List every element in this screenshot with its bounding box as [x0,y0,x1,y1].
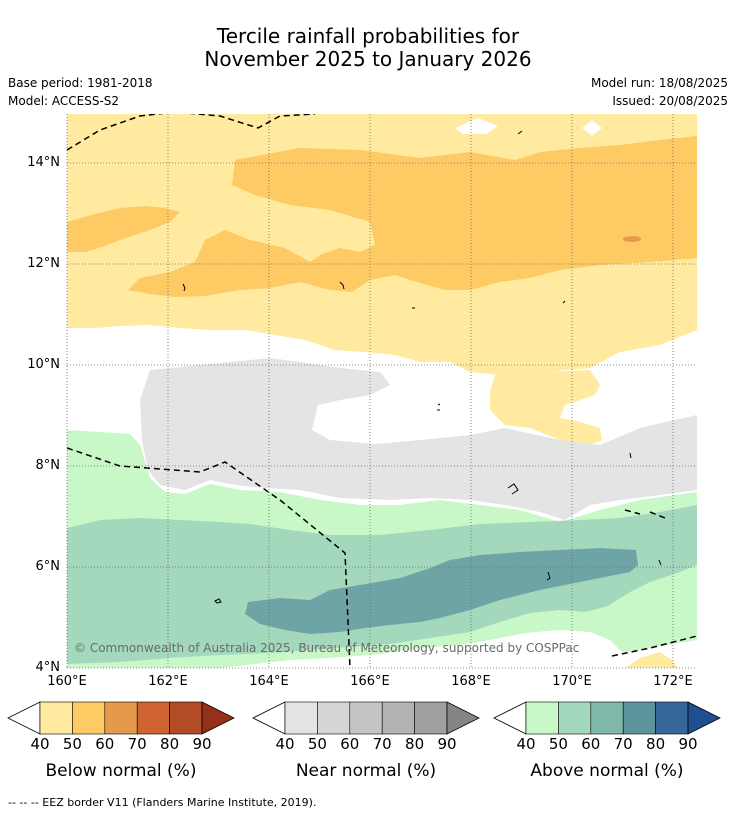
island-markers [182,130,662,604]
below-normal-50-band [128,136,697,297]
above-tick-label: 70 [613,735,633,753]
below-normal-40-lobe [490,370,602,445]
below-normal-50-west [67,206,180,252]
below-segment-70 [136,701,170,735]
below-high-arrow [201,701,235,735]
below-segment-40 [39,701,73,735]
near-low-arrow [252,701,286,735]
near-segment-60 [349,701,383,735]
above-segment-50 [558,701,592,735]
near-tick-label: 60 [340,735,360,753]
chart-title-line2: November 2025 to January 2026 [204,47,532,71]
near-normal-40-region [140,358,697,520]
colorbar-title-near: Near normal (%) [295,761,437,781]
model-name: Model: ACCESS-S2 [8,94,120,108]
white-gap-north [455,118,498,134]
colorbar-title-below: Below normal (%) [45,761,197,781]
near-segment-80 [414,701,448,735]
near-tick-label: 80 [405,735,425,753]
near-tick-label: 70 [372,735,392,753]
lon-label-166e: 166°E [350,674,390,689]
colorbar-below-normal [7,701,235,735]
eez-footnote: -- -- -- EEZ border V11 (Flanders Marine… [8,796,317,809]
lat-label-4n: 4°N [35,660,61,675]
above-segment-70 [622,701,656,735]
colorbar-above-normal [493,701,721,735]
below-segment-80 [169,701,203,735]
above-tick-label: 50 [548,735,568,753]
near-tick-label: 50 [307,735,327,753]
colorbars [7,701,721,735]
lat-label-8n: 8°N [35,458,61,473]
near-segment-40 [284,701,318,735]
near-tick-label: 40 [275,735,295,753]
below-segment-60 [104,701,138,735]
issued-date: Issued: 20/08/2025 [612,94,728,108]
near-high-arrow [446,701,480,735]
above-tick-label: 40 [516,735,536,753]
model-run: Model run: 18/08/2025 [590,76,728,90]
above-tick-label: 60 [581,735,601,753]
above-normal-60-region [245,548,638,634]
below-normal-60-spot [623,236,641,242]
lon-label-172e: 172°E [653,674,693,689]
above-high-arrow [687,701,721,735]
map-gridlines [66,114,697,669]
below-tick-label: 70 [127,735,147,753]
above-segment-40 [525,701,559,735]
colorbar-title-above: Above normal (%) [530,761,684,781]
lat-label-6n: 6°N [35,559,61,574]
above-tick-label: 80 [646,735,666,753]
near-tick-label: 90 [437,735,457,753]
near-segment-70 [381,701,415,735]
lon-label-170e: 170°E [552,674,592,689]
above-tick-label: 90 [678,735,698,753]
lon-label-160e: 160°E [47,674,87,689]
below-tick-label: 80 [160,735,180,753]
above-low-arrow [493,701,527,735]
lon-label-162e: 162°E [148,674,188,689]
below-low-arrow [7,701,41,735]
map-copyright: © Commonwealth of Australia 2025, Bureau… [74,641,580,655]
lat-label-10n: 10°N [27,357,60,372]
eez-borders [67,114,697,668]
above-segment-60 [590,701,624,735]
base-period: Base period: 1981-2018 [8,76,153,90]
below-tick-label: 60 [95,735,115,753]
below-normal-southeast [625,652,678,668]
lat-label-14n: 14°N [27,155,60,170]
below-segment-50 [72,701,106,735]
below-tick-label: 50 [62,735,82,753]
white-gap-southeast [605,640,697,668]
near-segment-50 [317,701,351,735]
above-segment-80 [655,701,689,735]
colorbar-near-normal [252,701,480,735]
lon-label-168e: 168°E [451,674,491,689]
below-tick-label: 90 [192,735,212,753]
white-gap-north-2 [582,120,602,136]
lon-label-164e: 164°E [249,674,289,689]
chart-title-line1: Tercile rainfall probabilities for [216,24,520,48]
below-tick-label: 40 [30,735,50,753]
lat-label-12n: 12°N [27,256,60,271]
